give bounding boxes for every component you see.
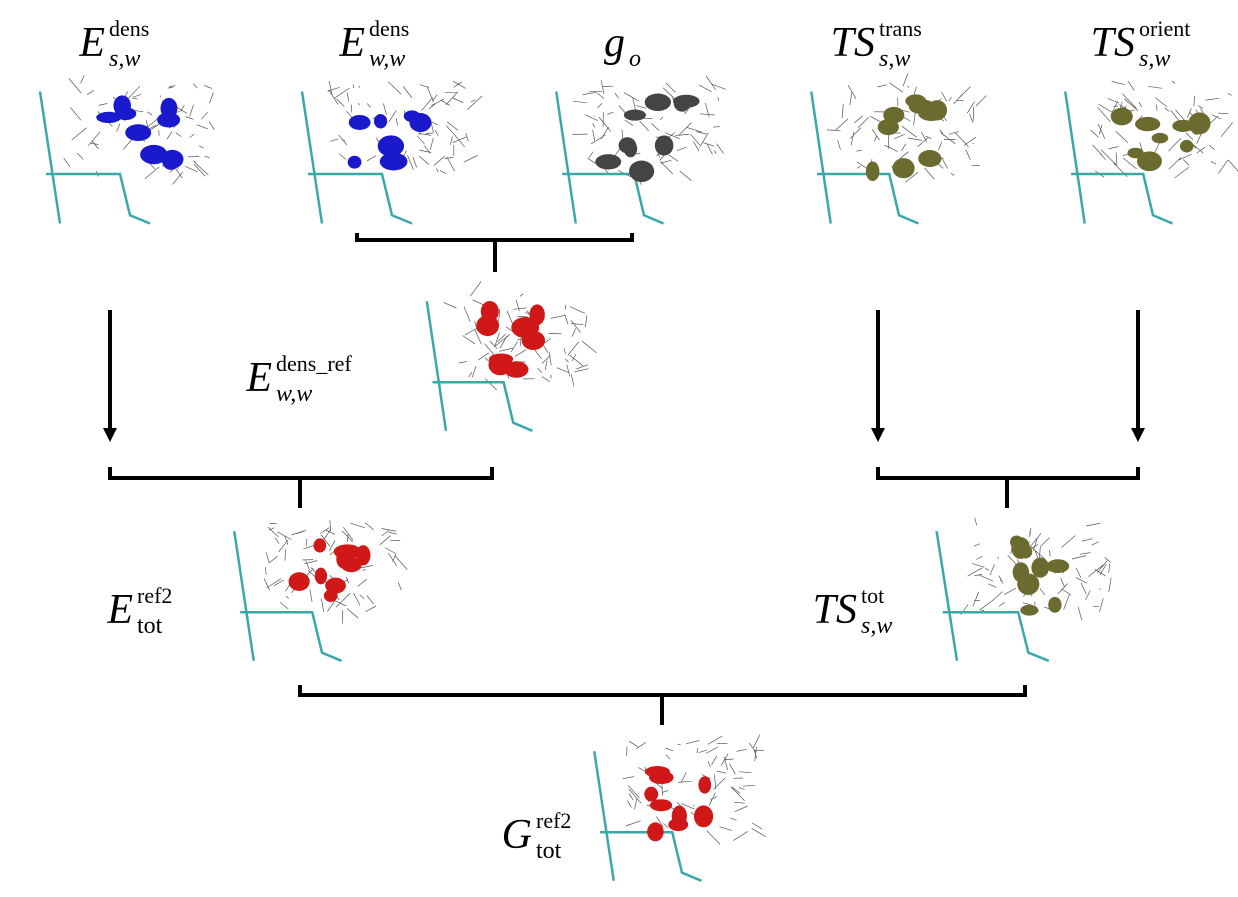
- density-blob: [324, 590, 338, 602]
- label-sup: orient: [1139, 16, 1190, 41]
- density-blob: [334, 544, 362, 559]
- structure-image: [937, 518, 1112, 661]
- density-blob: [927, 100, 947, 120]
- density-blob: [866, 162, 880, 182]
- density-blob: [380, 153, 408, 171]
- label-sub: tot: [536, 838, 562, 864]
- density-blob: [1135, 117, 1160, 131]
- label-base: TS: [813, 587, 857, 633]
- density-blob: [674, 96, 690, 112]
- structure-image: [427, 281, 597, 430]
- density-blob: [624, 110, 646, 121]
- density-blob: [655, 135, 674, 155]
- density-blob: [1180, 140, 1194, 153]
- density-blob: [1047, 559, 1070, 573]
- arrow-head: [103, 428, 1145, 442]
- structure-image: [556, 76, 725, 224]
- density-blob: [883, 107, 904, 123]
- label-base: E: [245, 355, 272, 401]
- density-blob: [530, 304, 545, 325]
- label-sup: trans: [879, 16, 922, 41]
- structure-image: [302, 81, 482, 224]
- bracket: [878, 467, 1138, 508]
- density-blob: [382, 140, 395, 153]
- density-blob: [374, 114, 387, 128]
- density-blob: [1018, 545, 1032, 558]
- connectors: [103, 233, 1145, 725]
- density-blob: [1111, 108, 1133, 126]
- label-base: G: [502, 812, 532, 858]
- density-blob: [668, 818, 688, 831]
- density-blob: [348, 156, 362, 169]
- structure-image: [1065, 81, 1238, 223]
- density-blob: [1013, 562, 1029, 582]
- density-blob: [1031, 558, 1049, 578]
- density-blob: [313, 538, 326, 552]
- label-sub: w,w: [276, 381, 312, 407]
- label-sup: dens: [109, 16, 149, 41]
- label-sub: tot: [137, 613, 163, 639]
- mesh: [622, 735, 766, 845]
- density-blob: [644, 787, 658, 802]
- density-blob: [125, 124, 151, 141]
- density-blob: [1152, 133, 1169, 143]
- bracket: [110, 467, 492, 508]
- structure-image: [234, 520, 407, 661]
- label-sup: tot: [861, 583, 884, 608]
- label-base: TS: [831, 20, 875, 66]
- label-sub: o: [629, 46, 641, 72]
- structure-image: [40, 75, 214, 223]
- density-blob: [161, 98, 178, 119]
- density-blob: [694, 805, 713, 827]
- label-sub: s,w: [861, 613, 892, 639]
- label-sup: ref2: [137, 583, 172, 608]
- label-sub: s,w: [879, 46, 910, 72]
- density-blob: [115, 107, 136, 120]
- label-base: g: [604, 20, 625, 66]
- density-blob: [892, 158, 914, 178]
- density-blob: [629, 161, 654, 182]
- density-blob: [918, 150, 941, 167]
- density-blob: [162, 152, 179, 170]
- structure-image: [594, 735, 766, 881]
- density-blob: [315, 568, 327, 585]
- density-blob: [409, 113, 431, 132]
- density-blob: [1172, 120, 1194, 132]
- density-blob: [490, 355, 507, 373]
- diagram: Edenss,wEdensw,wgoTStranss,wTSorients,wE…: [0, 0, 1238, 897]
- label-sub: s,w: [109, 46, 140, 72]
- structure-image: [811, 73, 986, 223]
- density-blob: [698, 776, 711, 793]
- density-blob: [1137, 151, 1162, 171]
- label-sup: dens: [369, 16, 409, 41]
- density-blob: [645, 94, 671, 111]
- label-base: E: [338, 20, 365, 66]
- density-blob: [349, 115, 371, 130]
- label-sub: w,w: [369, 46, 405, 72]
- mesh: [1091, 81, 1238, 178]
- label-sub: s,w: [1139, 46, 1170, 72]
- density-blob: [481, 301, 499, 322]
- mesh: [264, 520, 407, 623]
- density-blob: [1020, 605, 1038, 616]
- density-blob: [595, 154, 621, 169]
- density-blob: [647, 822, 664, 841]
- label-base: E: [78, 20, 105, 66]
- label-base: TS: [1091, 20, 1135, 66]
- density-blob: [289, 572, 310, 591]
- bracket: [300, 685, 1025, 725]
- density-blob: [522, 331, 545, 350]
- label-base: E: [106, 587, 133, 633]
- density-blob: [1048, 597, 1061, 613]
- label-sup: dens_ref: [276, 351, 352, 376]
- bracket: [357, 233, 632, 272]
- density-blob: [619, 137, 637, 153]
- density-blob: [649, 771, 674, 784]
- label-sup: ref2: [536, 808, 571, 833]
